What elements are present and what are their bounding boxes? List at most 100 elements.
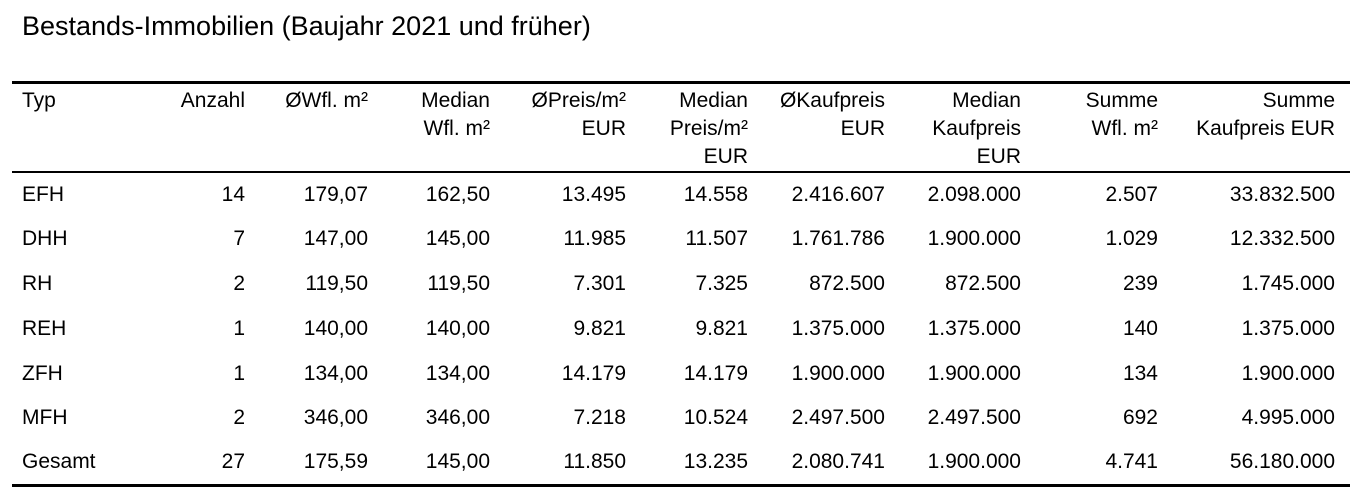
table-cell: 1 [233, 316, 245, 340]
table-cell: 1.745.000 [1241, 271, 1335, 295]
row-type-cell: MFH [22, 406, 68, 430]
column-header-line: Median [679, 89, 748, 112]
page-title: Bestands-Immobilien (Baujahr 2021 und fr… [22, 11, 591, 41]
row-padding [1335, 396, 1350, 441]
table-row: ZFH 1 134,00 134,00 14.179 14.179 1.900.000 1.9… [12, 351, 1350, 396]
table-cell: 14 [221, 182, 245, 206]
column-header-line: Wfl. m² [423, 117, 490, 140]
header-padding [1335, 83, 1350, 173]
table-cell: 1.761.786 [791, 227, 885, 251]
row-padding [1335, 172, 1350, 217]
table-cell: 1.900.000 [791, 361, 885, 385]
table-cell: 14.558 [683, 182, 748, 206]
table-cell: 1.900.000 [927, 227, 1021, 251]
table-cell: 140,00 [303, 316, 368, 340]
column-header: Summe Kaufpreis EUR [1158, 83, 1335, 173]
table-cell: 346,00 [303, 406, 368, 430]
column-header: Typ [12, 83, 112, 173]
column-header-line: EUR [840, 117, 885, 140]
row-type-cell: DHH [22, 227, 68, 251]
table-cell: 2.098.000 [927, 182, 1021, 206]
table-cell: 4.995.000 [1241, 406, 1335, 430]
table-cell: 140,00 [425, 316, 490, 340]
table-cell: 872.500 [809, 271, 885, 295]
table-cell: 346,00 [425, 406, 490, 430]
table-cell: 239 [1122, 271, 1158, 295]
column-header-line: Summe [1085, 89, 1158, 112]
table-cell: 2.080.741 [791, 450, 885, 474]
column-header: ØPreis/m² EUR [490, 83, 627, 173]
table-cell: 147,00 [303, 227, 368, 251]
table-cell: 11.507 [685, 227, 748, 251]
table-cell: 175,59 [303, 450, 368, 474]
row-padding [1335, 262, 1350, 307]
table-cell: 14.179 [683, 361, 748, 385]
table-cell: 2.507 [1105, 182, 1158, 206]
row-type-cell: EFH [22, 182, 64, 206]
table-row: Gesamt 27 175,59 145,00 11.850 13.235 2.080.74… [12, 441, 1350, 486]
column-header: Median Preis/m² EUR [626, 83, 748, 173]
table-cell: 11.985 [563, 227, 626, 251]
table-cell: 7.301 [573, 271, 626, 295]
header-row: Typ Anzahl ØWfl. m² Median Wfl. m² ØPreis/m² E… [12, 82, 1350, 173]
table-cell: 140 [1122, 316, 1158, 340]
table-cell: 11.850 [563, 450, 626, 474]
column-header-line: ØWfl. m² [285, 89, 368, 112]
column-header: ØKaufpreis EUR [748, 83, 885, 173]
table-cell: 13.235 [683, 450, 748, 474]
table-cell: 1.029 [1105, 227, 1158, 251]
row-type-cell: RH [22, 271, 53, 295]
table-cell: 2.497.500 [791, 406, 885, 430]
table-cell: 56.180.000 [1229, 450, 1335, 474]
table-cell: 12.332.500 [1229, 227, 1335, 251]
table-cell: 1.375.000 [1241, 316, 1335, 340]
column-header: Median Kaufpreis EUR [885, 83, 1021, 173]
table-header: Typ Anzahl ØWfl. m² Median Wfl. m² ØPreis/m² E… [12, 82, 1350, 173]
table-cell: 145,00 [425, 450, 490, 474]
table-cell: 145,00 [425, 227, 490, 251]
table-cell: 179,07 [303, 182, 368, 206]
column-header-line: Median [952, 89, 1021, 112]
table-cell: 692 [1122, 406, 1158, 430]
table-cell: 4.741 [1105, 450, 1158, 474]
column-header-line: ØPreis/m² [531, 89, 627, 112]
column-header-line: EUR [703, 145, 748, 168]
table-cell: 134 [1122, 361, 1158, 385]
table-row: EFH 14 179,07 162,50 13.495 14.558 2.416.607 2.… [12, 172, 1350, 217]
table-cell: 13.495 [561, 182, 626, 206]
table-cell: 1.900.000 [927, 361, 1021, 385]
table-cell: 14.179 [561, 361, 626, 385]
column-header-line: EUR [581, 117, 626, 140]
table-cell: 1 [233, 361, 245, 385]
column-header: Median Wfl. m² [368, 83, 490, 173]
table-cell: 2 [233, 406, 245, 430]
table-body: EFH 14 179,07 162,50 13.495 14.558 2.416.607 2.… [12, 172, 1350, 486]
table-cell: 1.900.000 [927, 450, 1021, 474]
column-header-line: Kaufpreis [932, 117, 1021, 140]
table-cell: 2.416.607 [791, 182, 885, 206]
table-row: REH 1 140,00 140,00 9.821 9.821 1.375.000 1.375… [12, 306, 1350, 351]
column-header-line: ØKaufpreis [779, 89, 885, 112]
table-cell: 27 [221, 450, 245, 474]
table-row: DHH 7 147,00 145,00 11.985 11.507 1.761.786 1.9… [12, 217, 1350, 262]
column-header-line: Preis/m² [669, 117, 748, 140]
column-header-line: Wfl. m² [1091, 117, 1158, 140]
row-padding [1335, 351, 1350, 396]
row-padding [1335, 441, 1350, 486]
table-cell: 10.524 [683, 406, 748, 430]
column-header-line: Kaufpreis EUR [1196, 117, 1335, 140]
column-header-line: Summe [1262, 89, 1335, 112]
table-cell: 9.821 [573, 316, 626, 340]
column-header-line: Typ [22, 89, 56, 112]
column-header-line: Anzahl [180, 89, 245, 112]
table-cell: 7.218 [573, 406, 626, 430]
row-type-cell: ZFH [22, 361, 63, 385]
row-type-cell: REH [22, 316, 67, 340]
table-cell: 1.375.000 [927, 316, 1021, 340]
table-cell: 9.821 [695, 316, 748, 340]
row-type-cell: Gesamt [22, 450, 96, 474]
table-cell: 162,50 [425, 182, 490, 206]
column-header-line: EUR [976, 145, 1021, 168]
table-cell: 33.832.500 [1229, 182, 1335, 206]
table-row: MFH 2 346,00 346,00 7.218 10.524 2.497.500 2.49… [12, 396, 1350, 441]
